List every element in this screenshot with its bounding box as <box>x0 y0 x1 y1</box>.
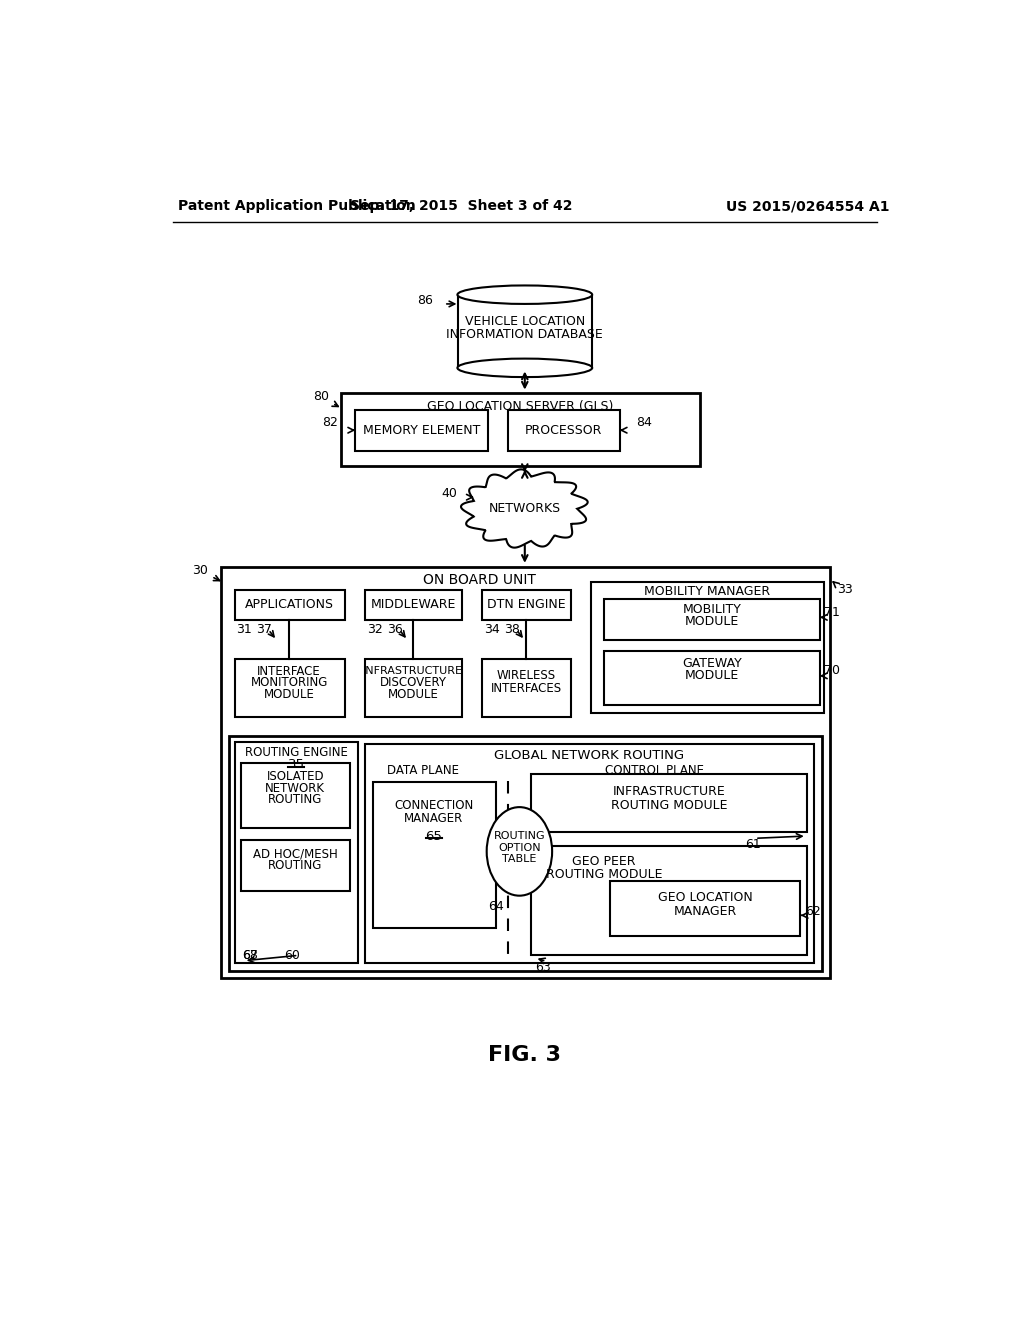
Text: 33: 33 <box>838 583 853 597</box>
Text: ISOLATED: ISOLATED <box>266 770 325 783</box>
Text: APPLICATIONS: APPLICATIONS <box>245 598 334 611</box>
Text: MODULE: MODULE <box>685 669 739 682</box>
Text: Patent Application Publication: Patent Application Publication <box>178 199 416 213</box>
Text: 64: 64 <box>488 899 504 912</box>
Text: ROUTING MODULE: ROUTING MODULE <box>546 869 663 880</box>
Text: 84: 84 <box>637 416 652 429</box>
Text: DATA PLANE: DATA PLANE <box>387 764 459 777</box>
Text: MEMORY ELEMENT: MEMORY ELEMENT <box>362 424 480 437</box>
Text: 36: 36 <box>387 623 402 636</box>
Text: GEO PEER: GEO PEER <box>572 855 636 869</box>
Bar <box>508 411 620 451</box>
Text: ROUTING: ROUTING <box>268 793 323 807</box>
Text: INFRASTRUCTURE: INFRASTRUCTURE <box>364 667 463 676</box>
Bar <box>531 775 807 832</box>
Ellipse shape <box>458 359 592 378</box>
Text: 32: 32 <box>367 623 383 636</box>
Bar <box>482 659 571 717</box>
Text: 65: 65 <box>426 829 442 842</box>
Text: 60: 60 <box>285 949 300 962</box>
Bar <box>366 590 462 620</box>
Text: 63: 63 <box>535 961 551 974</box>
Text: ROUTING: ROUTING <box>494 832 545 841</box>
Bar <box>341 393 700 466</box>
Text: VEHICLE LOCATION: VEHICLE LOCATION <box>465 315 585 329</box>
Bar <box>373 781 496 928</box>
Text: FIG. 3: FIG. 3 <box>488 1045 561 1065</box>
Text: 67: 67 <box>243 949 258 962</box>
Text: 82: 82 <box>323 416 339 429</box>
Text: 86: 86 <box>418 294 433 308</box>
Text: CONTROL PLANE: CONTROL PLANE <box>604 764 703 777</box>
Bar <box>609 880 801 936</box>
Text: ROUTING ENGINE: ROUTING ENGINE <box>245 746 347 759</box>
Text: NETWORKS: NETWORKS <box>488 502 561 515</box>
Text: GEO LOCATION SERVER (GLS): GEO LOCATION SERVER (GLS) <box>427 400 613 413</box>
Text: 34: 34 <box>484 623 500 636</box>
Text: GEO LOCATION: GEO LOCATION <box>657 891 753 904</box>
Text: MIDDLEWARE: MIDDLEWARE <box>371 598 456 611</box>
Text: AD HOC/MESH: AD HOC/MESH <box>253 847 338 861</box>
Bar <box>591 582 823 713</box>
Text: ROUTING MODULE: ROUTING MODULE <box>610 799 727 812</box>
Bar <box>229 737 822 970</box>
Text: TABLE: TABLE <box>502 854 537 865</box>
Text: MANAGER: MANAGER <box>674 906 736 917</box>
Text: 30: 30 <box>191 564 208 577</box>
Text: MOBILITY MANAGER: MOBILITY MANAGER <box>644 585 770 598</box>
Text: 62: 62 <box>805 906 821 917</box>
Text: 35: 35 <box>288 758 304 771</box>
Text: 80: 80 <box>313 389 330 403</box>
Bar <box>604 651 819 705</box>
Text: ROUTING: ROUTING <box>268 859 323 871</box>
Ellipse shape <box>486 807 552 896</box>
Text: 68: 68 <box>243 949 258 962</box>
Bar <box>234 659 345 717</box>
Text: INFRASTRUCTURE: INFRASTRUCTURE <box>612 785 725 797</box>
Text: GATEWAY: GATEWAY <box>682 657 741 671</box>
Text: INTERFACES: INTERFACES <box>490 681 562 694</box>
Ellipse shape <box>458 285 592 304</box>
Bar <box>366 659 462 717</box>
Bar <box>355 411 487 451</box>
Text: ON BOARD UNIT: ON BOARD UNIT <box>423 573 536 587</box>
Bar <box>366 743 814 964</box>
Text: OPTION: OPTION <box>498 842 541 853</box>
Bar <box>241 763 350 829</box>
Text: CONNECTION: CONNECTION <box>394 799 473 812</box>
Text: DISCOVERY: DISCOVERY <box>380 676 446 689</box>
Text: INFORMATION DATABASE: INFORMATION DATABASE <box>446 329 603 342</box>
Text: INTERFACE: INTERFACE <box>257 665 322 677</box>
Text: 37: 37 <box>256 623 272 636</box>
Text: MANAGER: MANAGER <box>404 812 464 825</box>
Bar <box>604 599 819 640</box>
Text: 38: 38 <box>504 623 520 636</box>
Text: MONITORING: MONITORING <box>251 676 328 689</box>
Text: PROCESSOR: PROCESSOR <box>524 424 602 437</box>
Bar <box>482 590 571 620</box>
Text: WIRELESS: WIRELESS <box>497 669 556 682</box>
Text: MODULE: MODULE <box>388 688 438 701</box>
Text: NETWORK: NETWORK <box>265 781 326 795</box>
Text: 61: 61 <box>745 838 761 851</box>
Bar <box>221 566 829 978</box>
Text: 40: 40 <box>441 487 457 500</box>
Bar <box>241 840 350 891</box>
Text: DTN ENGINE: DTN ENGINE <box>487 598 565 611</box>
Text: 31: 31 <box>237 623 252 636</box>
Text: Sep. 17, 2015  Sheet 3 of 42: Sep. 17, 2015 Sheet 3 of 42 <box>350 199 572 213</box>
Bar <box>458 294 592 368</box>
Text: MODULE: MODULE <box>264 688 314 701</box>
Text: 70: 70 <box>824 664 841 677</box>
Polygon shape <box>461 470 588 548</box>
Text: US 2015/0264554 A1: US 2015/0264554 A1 <box>726 199 890 213</box>
Text: GLOBAL NETWORK ROUTING: GLOBAL NETWORK ROUTING <box>495 748 684 762</box>
Bar <box>531 846 807 956</box>
Bar <box>234 742 357 964</box>
Text: MODULE: MODULE <box>685 615 739 628</box>
Text: MOBILITY: MOBILITY <box>682 603 741 616</box>
Bar <box>234 590 345 620</box>
Text: 71: 71 <box>824 606 841 619</box>
